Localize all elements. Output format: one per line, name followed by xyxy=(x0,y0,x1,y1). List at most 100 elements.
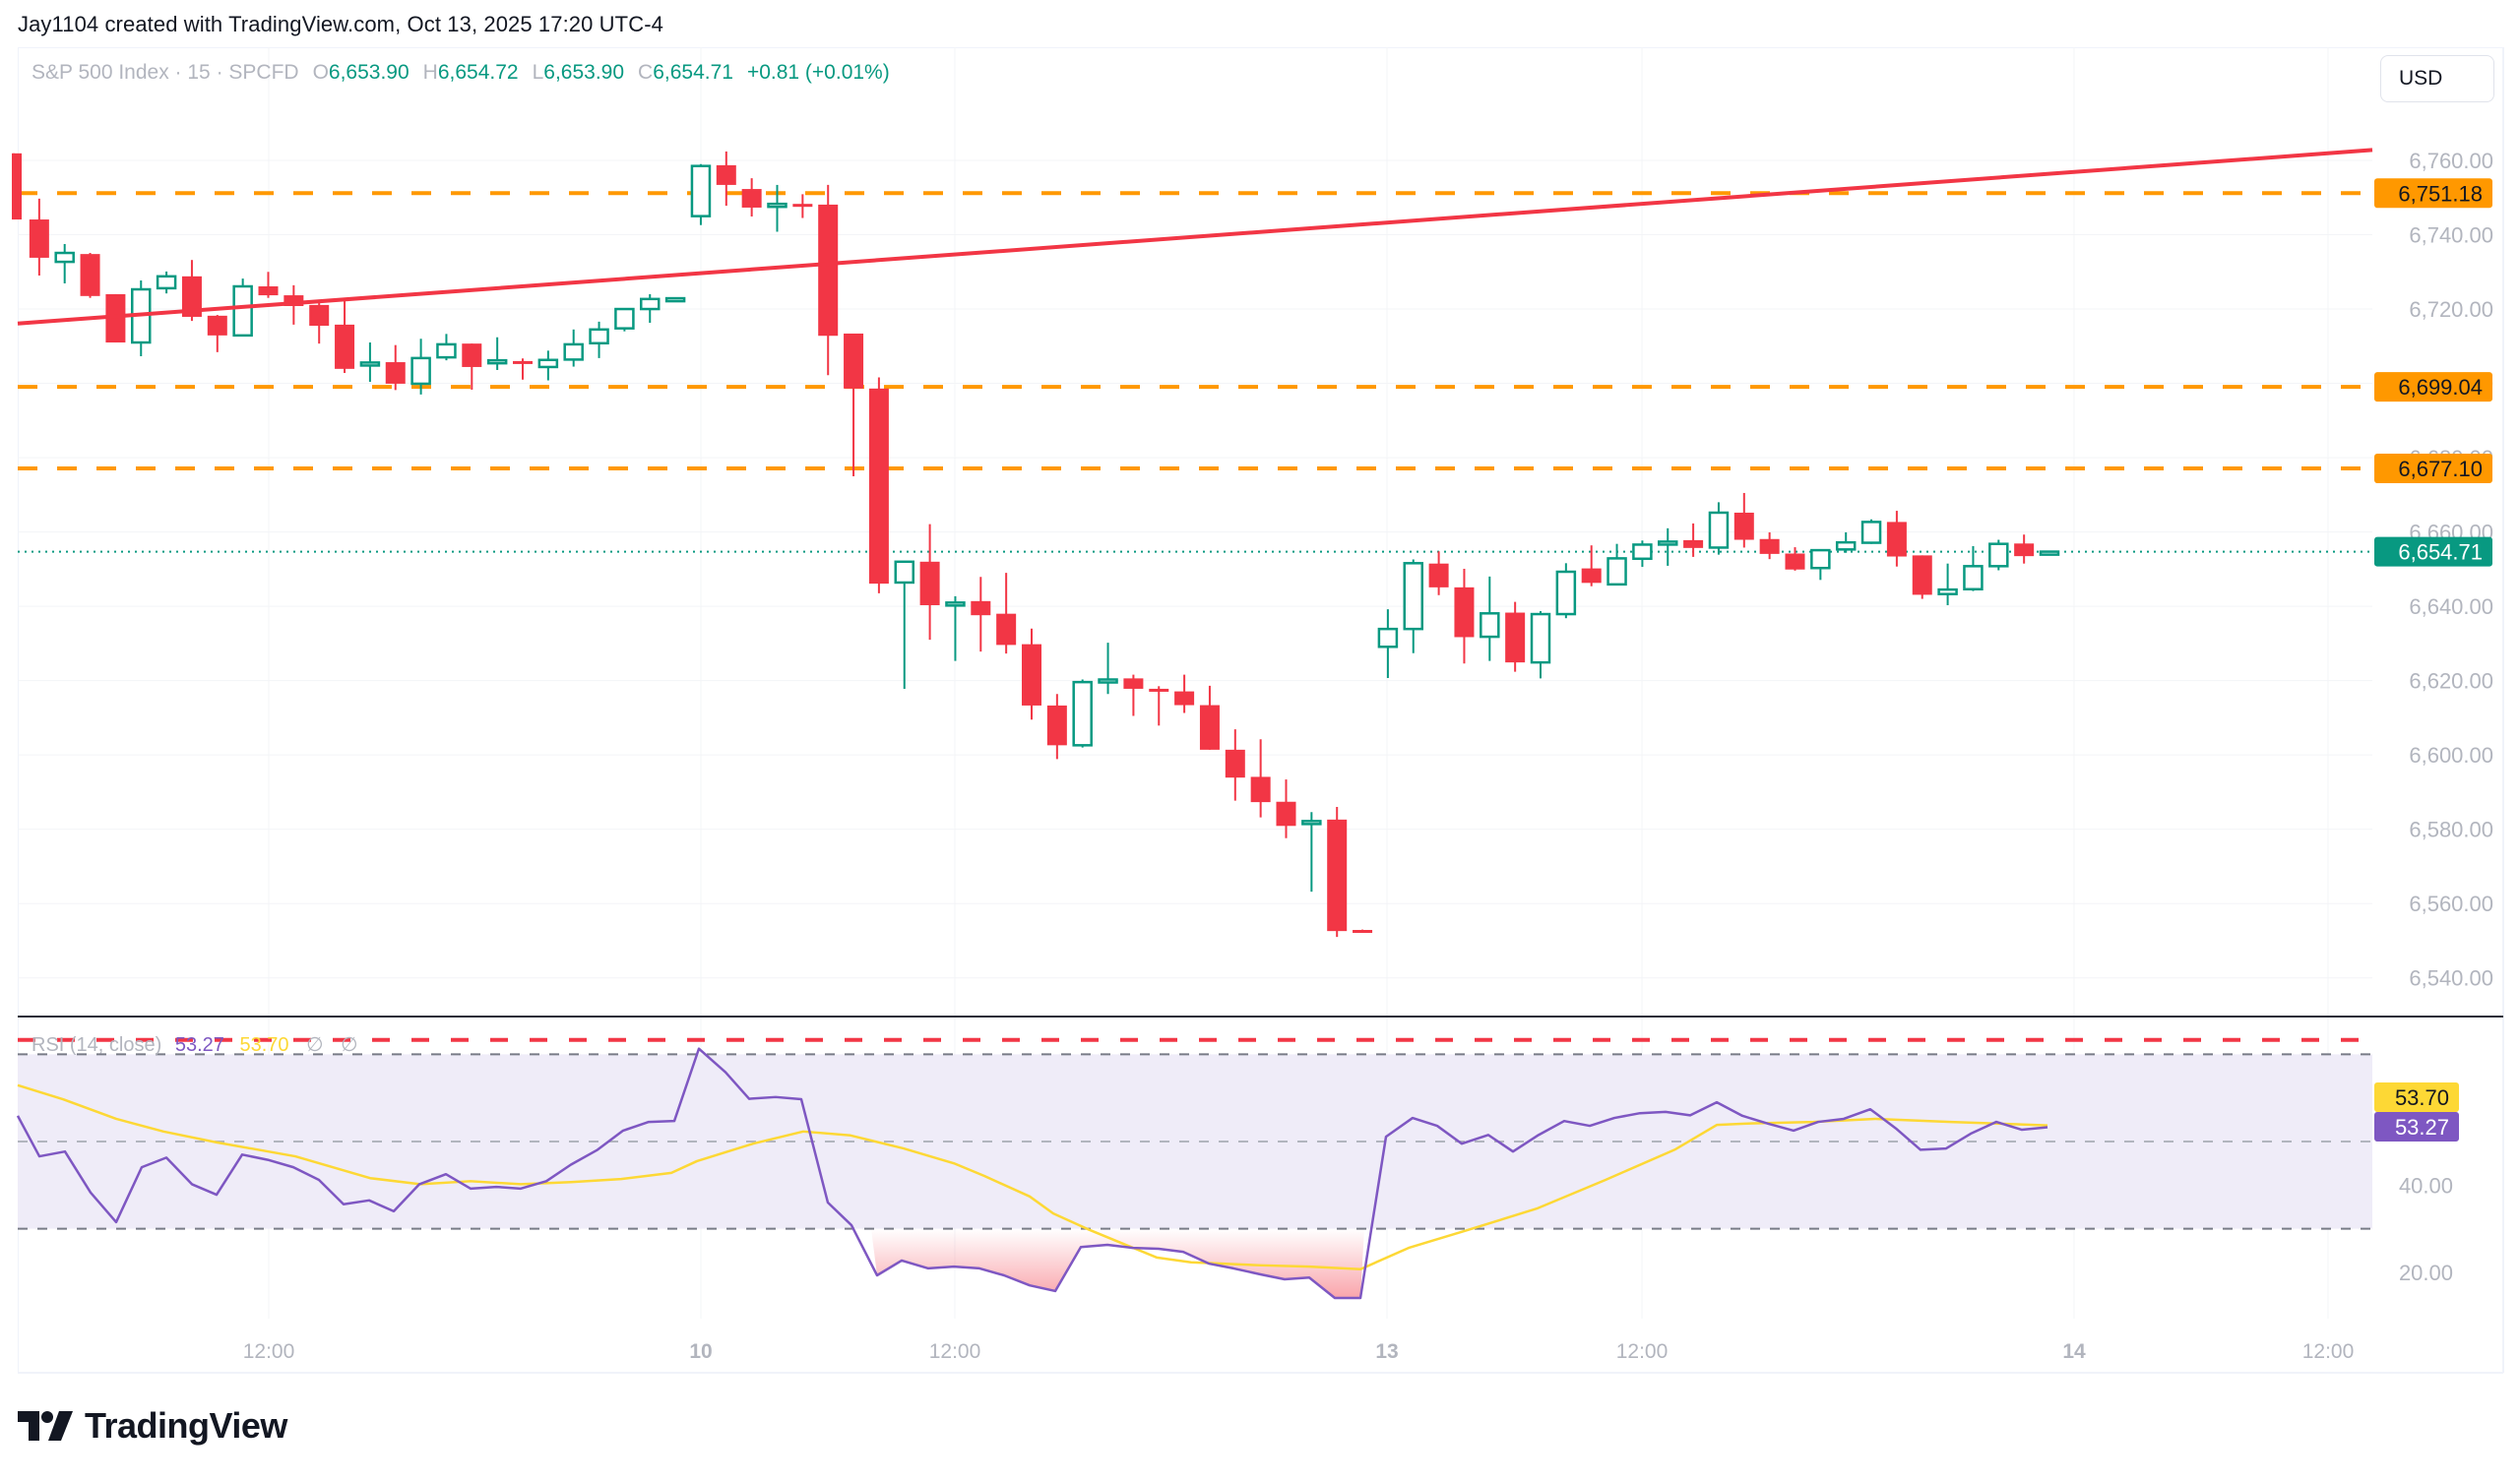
candle xyxy=(1225,729,1245,801)
close-value: 6,654.71 xyxy=(653,61,733,84)
low-value: 6,653.90 xyxy=(543,61,625,84)
candle xyxy=(207,315,227,352)
candlestick-series xyxy=(12,151,2060,938)
price-tick-label: 6,540.00 xyxy=(2409,966,2493,991)
rsi-line xyxy=(16,1047,2048,1300)
close-key: C xyxy=(638,61,654,84)
rsi-extra-value-1: ∅ xyxy=(306,1034,324,1056)
candle xyxy=(1581,545,1602,587)
candle xyxy=(436,334,457,361)
rsi-legend: RSI (14, close) 53.27 53.70 ∅ ∅ xyxy=(32,1032,357,1057)
candle xyxy=(1937,563,1958,605)
high-key: H xyxy=(422,61,438,84)
candle xyxy=(640,293,661,324)
candle xyxy=(537,350,559,381)
candle xyxy=(1606,543,1627,587)
candle xyxy=(1810,548,1831,581)
candle xyxy=(80,253,100,298)
time-tick-label: 14 xyxy=(2062,1340,2086,1363)
candle xyxy=(1658,527,1678,566)
candle xyxy=(1988,539,2009,571)
brand-name: TradingView xyxy=(85,1405,287,1446)
price-tick-label: 6,620.00 xyxy=(2409,669,2493,694)
last-price-tag: 6,654.71 xyxy=(2374,536,2492,567)
candle xyxy=(1785,547,1805,571)
candle xyxy=(1683,523,1704,557)
price-tick-label: 6,740.00 xyxy=(2409,223,2493,248)
candle xyxy=(385,344,406,391)
candle xyxy=(1377,609,1399,678)
candle xyxy=(1505,601,1526,672)
time-axis[interactable]: 12:00 10 12:00 13 12:00 14 12:00 xyxy=(18,1340,2503,1374)
candle xyxy=(309,299,330,344)
candle xyxy=(1174,674,1195,713)
candle xyxy=(54,243,75,283)
svg-text:53.27: 53.27 xyxy=(2395,1115,2449,1140)
candle xyxy=(1759,531,1780,560)
time-tick-label: 12:00 xyxy=(2302,1340,2355,1363)
candle xyxy=(664,296,686,303)
tradingview-brand[interactable]: TradingView xyxy=(18,1405,287,1447)
rsi-ma-value-tag: 53.70 xyxy=(2374,1082,2459,1112)
symbol-title[interactable]: S&P 500 Index · 15 · SPCFD xyxy=(32,61,299,84)
candle xyxy=(868,377,889,593)
candle xyxy=(1199,685,1220,750)
rsi-value: 53.27 xyxy=(174,1034,224,1056)
rsi-oversold-fill xyxy=(871,1228,1364,1299)
candle xyxy=(1149,686,1169,726)
change-value: +0.81 (+0.01%) xyxy=(746,61,890,84)
candle xyxy=(1530,611,1551,679)
rsi-axis[interactable]: 20.00 40.00 53.70 53.27 xyxy=(2374,1082,2459,1285)
price-tick-label: 6,720.00 xyxy=(2409,297,2493,322)
price-tick-label: 6,560.00 xyxy=(2409,892,2493,916)
open-value: 6,653.90 xyxy=(328,61,410,84)
time-tick-label: 13 xyxy=(1375,1340,1398,1363)
rsi-ma-line xyxy=(17,1083,2048,1271)
trendline-segment[interactable] xyxy=(17,148,2373,326)
grid-lines xyxy=(18,47,2372,1319)
candle xyxy=(1123,674,1144,716)
rsi-band-fill xyxy=(18,1054,2372,1229)
price-tick-label: 6,640.00 xyxy=(2409,594,2493,619)
candle xyxy=(12,153,22,220)
candle xyxy=(335,299,355,373)
candle xyxy=(2014,534,2035,564)
rsi-extra-value-2: ∅ xyxy=(341,1034,358,1056)
rsi-title[interactable]: RSI (14, close) xyxy=(32,1034,162,1056)
candle xyxy=(410,339,431,395)
candle xyxy=(589,321,609,358)
svg-text:6,654.71: 6,654.71 xyxy=(2398,540,2483,565)
candle xyxy=(792,194,813,218)
trendline[interactable] xyxy=(17,148,2373,326)
open-key: O xyxy=(312,61,329,84)
chart-credit: Jay1104 created with TradingView.com, Oc… xyxy=(18,12,663,36)
price-tick-label: 6,600.00 xyxy=(2409,743,2493,768)
candle xyxy=(513,358,533,380)
rsi-signal-value: 53.70 xyxy=(239,1034,289,1056)
candle xyxy=(1428,551,1449,595)
candle xyxy=(1733,492,1754,548)
candle xyxy=(563,329,584,367)
candle xyxy=(131,279,152,356)
candle xyxy=(919,524,940,641)
currency-button[interactable]: USD xyxy=(2380,55,2494,102)
candle xyxy=(741,178,762,217)
candle xyxy=(716,151,736,207)
candle xyxy=(1886,511,1907,567)
candle xyxy=(1250,739,1271,818)
candle xyxy=(971,577,991,652)
price-axis[interactable]: 6,540.00 6,560.00 6,580.00 6,600.00 6,620.00… xyxy=(2374,47,2504,1373)
candle xyxy=(614,307,635,332)
candle xyxy=(1632,540,1653,568)
candle xyxy=(1912,555,1932,599)
level-price-tag: 6,699.04 xyxy=(2374,372,2492,402)
tradingview-logo-icon xyxy=(18,1411,73,1441)
candle xyxy=(1327,807,1348,938)
rsi-lines xyxy=(16,1047,2048,1300)
svg-text:6,751.18: 6,751.18 xyxy=(2398,181,2483,206)
level-price-tag: 6,751.18 xyxy=(2374,178,2492,209)
time-tick-label: 10 xyxy=(689,1340,712,1363)
rsi-tick-label: 40.00 xyxy=(2399,1173,2453,1198)
time-tick-label: 12:00 xyxy=(929,1340,981,1363)
